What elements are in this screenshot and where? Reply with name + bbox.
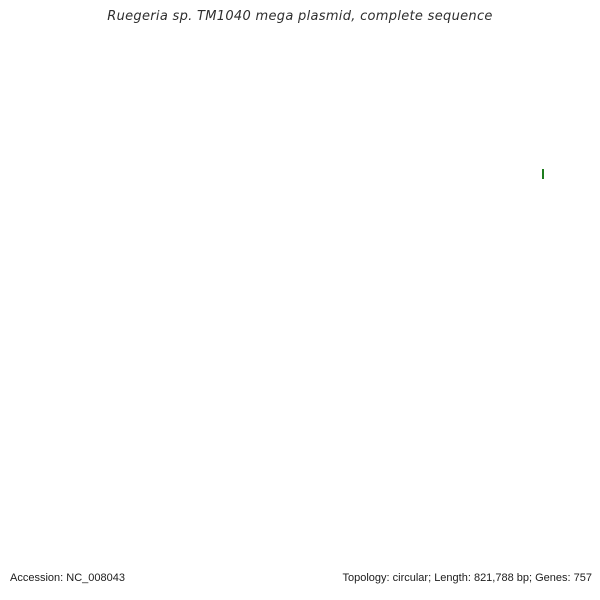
topology-stats-text: Topology: circular; Length: 821,788 bp; …	[342, 572, 592, 584]
accession-text: Accession: NC_008043	[10, 572, 125, 584]
ruler-major-tick	[541, 169, 545, 179]
map-title: Ruegeria sp. TM1040 mega plasmid, comple…	[107, 9, 493, 24]
